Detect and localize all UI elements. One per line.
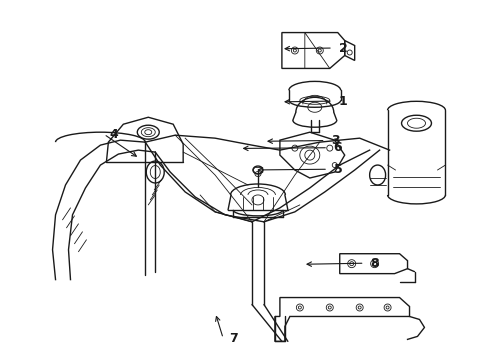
Text: 6: 6 — [333, 141, 342, 154]
Text: 3: 3 — [330, 134, 339, 147]
Text: 5: 5 — [333, 163, 342, 176]
Text: 1: 1 — [338, 95, 346, 108]
Text: 2: 2 — [338, 41, 346, 54]
Text: 8: 8 — [369, 257, 378, 270]
Text: 7: 7 — [228, 332, 237, 345]
Text: 4: 4 — [109, 127, 118, 141]
